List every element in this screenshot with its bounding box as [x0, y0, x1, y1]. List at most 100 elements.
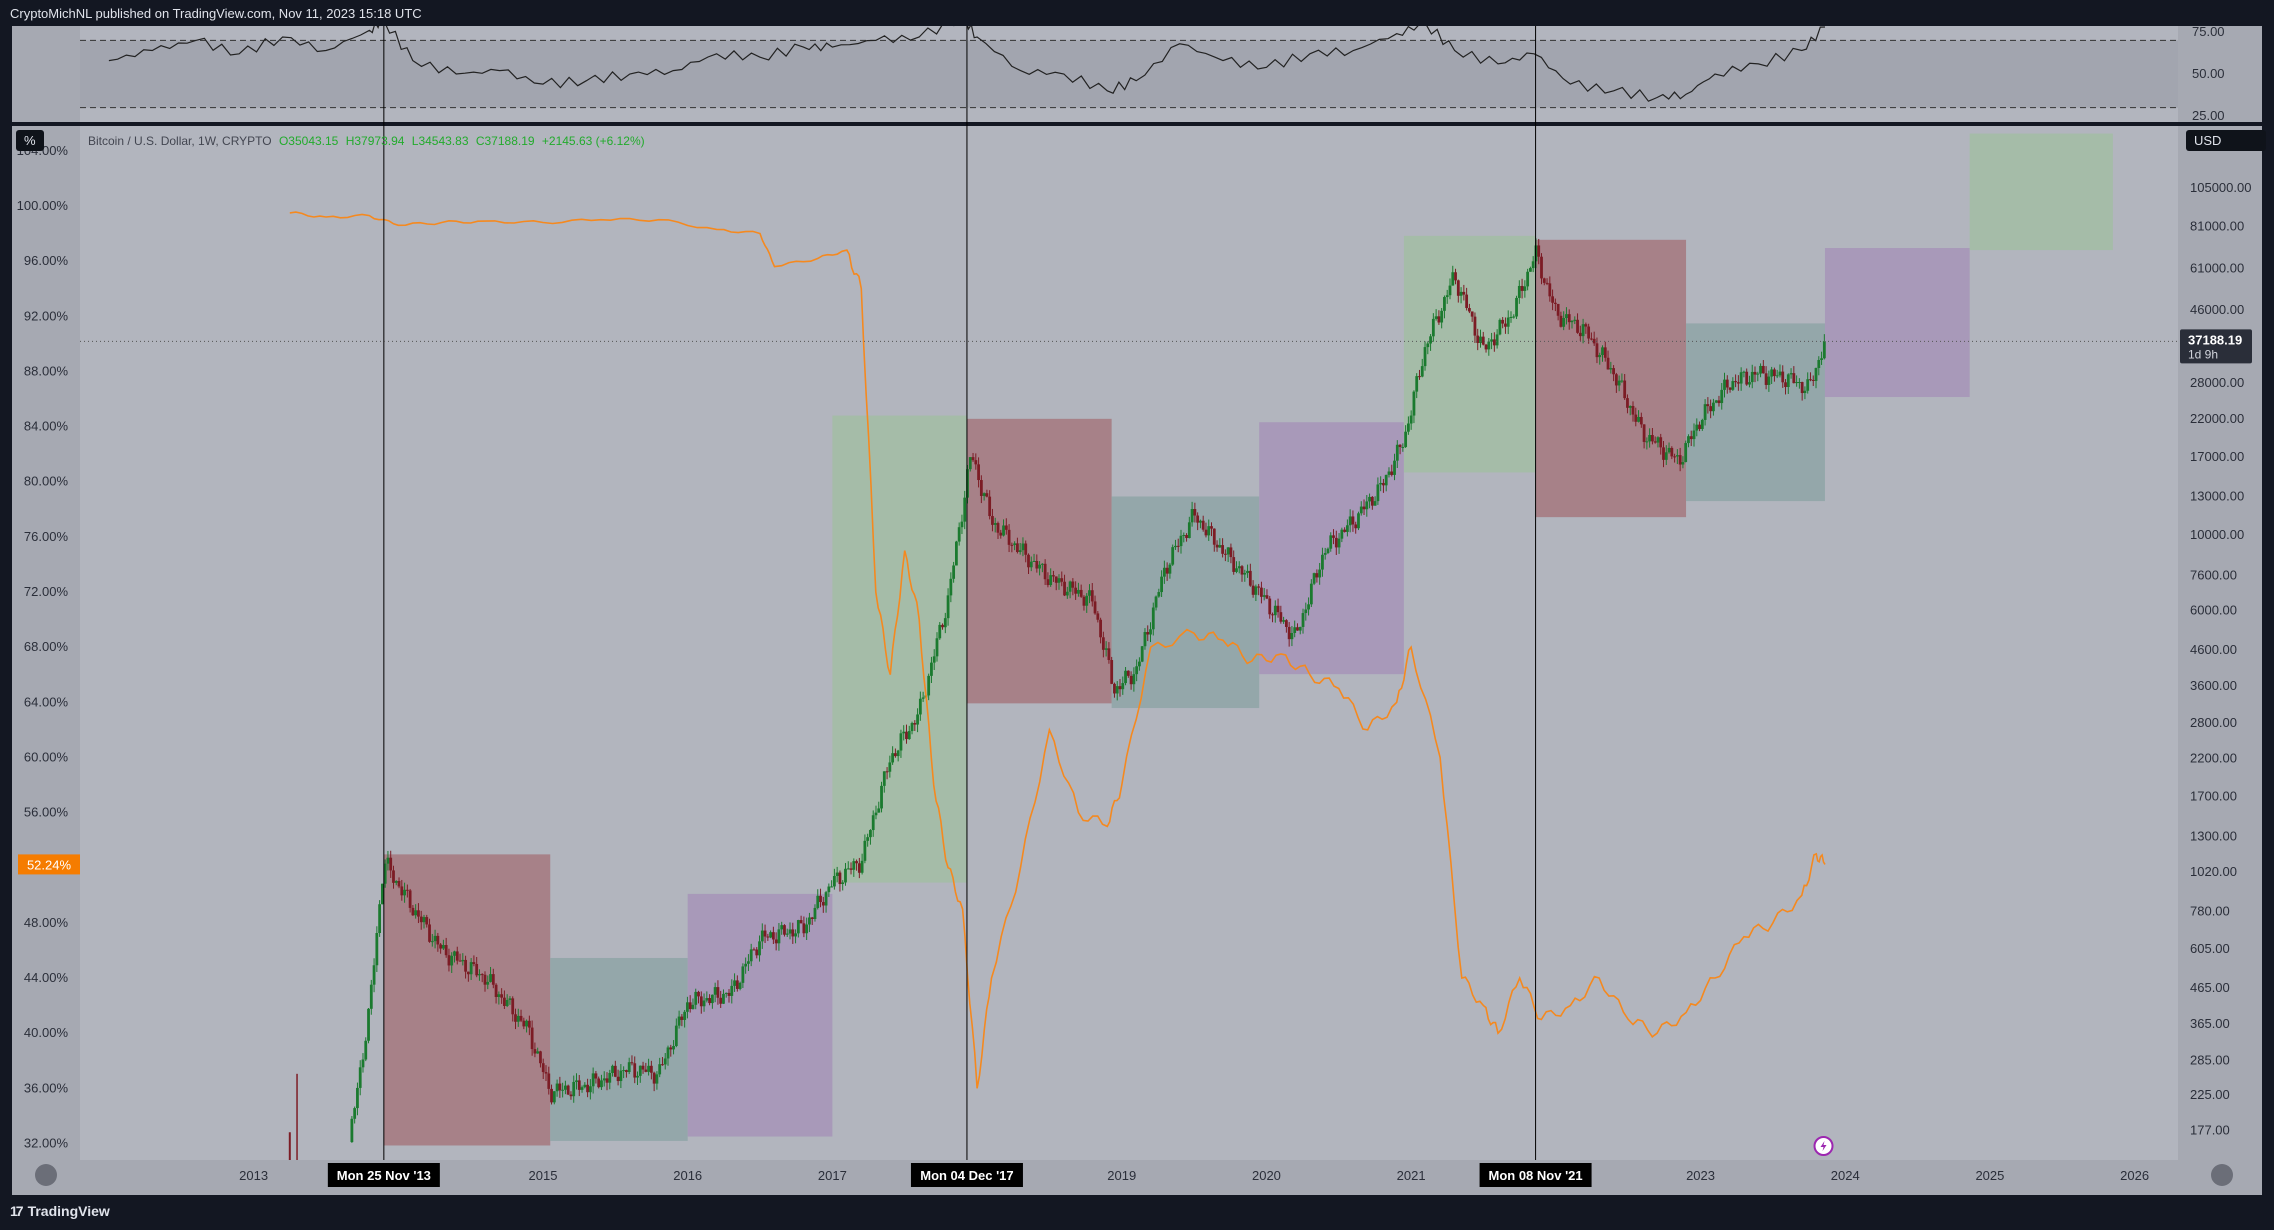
price-candle [1745, 371, 1749, 385]
price-candle [1537, 245, 1541, 257]
price-candle [1617, 380, 1621, 386]
price-candle [1235, 568, 1238, 572]
price-candle [644, 1069, 648, 1072]
price-candle [1698, 424, 1701, 429]
price-candle [541, 1063, 545, 1073]
price-candle [1653, 441, 1657, 443]
price-candle [1426, 343, 1430, 348]
price-candle [1712, 402, 1715, 412]
price-candle [1321, 554, 1324, 570]
left-unit-button[interactable]: % [16, 130, 44, 151]
price-candle [1431, 318, 1435, 337]
price-tick-label: 7600.00 [2190, 568, 2237, 583]
price-candle [1700, 419, 1704, 429]
price-candle [616, 1076, 620, 1082]
price-candle [1387, 471, 1391, 475]
price-candle [494, 984, 498, 997]
price-candle [683, 1011, 687, 1020]
price-candle [1687, 436, 1690, 444]
percent-tick-label: 100.00% [17, 198, 69, 213]
price-candle [353, 1108, 357, 1119]
price-candle [1590, 338, 1593, 340]
price-candle [1637, 416, 1640, 422]
price-candle [794, 933, 797, 937]
year-tick-label: 2023 [1686, 1168, 1715, 1183]
price-candle [1476, 335, 1480, 343]
price-candle [1440, 310, 1444, 323]
price-candle [383, 863, 387, 884]
price-candle [1576, 319, 1579, 333]
price-candle [1246, 570, 1249, 573]
price-candle [1046, 579, 1050, 586]
price-candle [1060, 578, 1064, 582]
price-candle [1243, 572, 1247, 575]
price-candle [1176, 545, 1180, 547]
price-candle [1071, 581, 1075, 588]
price-candle [1651, 435, 1654, 442]
price-tick-label: 10000.00 [2190, 527, 2244, 542]
price-candle [899, 733, 903, 751]
price-candle [930, 662, 933, 676]
scroll-right-icon[interactable] [2211, 1164, 2233, 1186]
tradingview-logo[interactable]: 17 TradingView [10, 1203, 110, 1219]
price-candle [705, 998, 709, 1001]
price-candle [433, 935, 437, 942]
price-candle [1348, 516, 1352, 526]
price-tick-label: 22000.00 [2190, 411, 2244, 426]
year-tick-label: 2015 [529, 1168, 558, 1183]
price-candle [796, 920, 800, 934]
price-tick-label: 17000.00 [2190, 449, 2244, 464]
chart-canvas[interactable]: 75.00 50.00 25.00 Mon 25 Nov '13 Mon 04 Dec … [0, 26, 2274, 1196]
price-candle [985, 493, 989, 497]
scroll-left-icon[interactable] [35, 1164, 57, 1186]
price-candle [1398, 444, 1402, 448]
price-candle [1301, 613, 1305, 627]
price-candle [439, 944, 443, 949]
price-candle [1456, 280, 1460, 296]
price-candle [697, 991, 700, 997]
price-candle [550, 1088, 553, 1103]
price-candle [741, 966, 745, 983]
price-candle [1531, 261, 1535, 269]
price-candle [1043, 563, 1047, 580]
price-candle [1049, 575, 1053, 586]
price-candle [1162, 567, 1166, 577]
price-candle [594, 1073, 598, 1079]
price-candle [1082, 596, 1086, 606]
price-candle [774, 939, 778, 944]
price-candle [1628, 405, 1632, 408]
price-candle [938, 624, 942, 639]
price-candle [702, 1000, 706, 1007]
price-candle [1088, 590, 1091, 596]
price-candle [1345, 525, 1349, 532]
price-candle [1784, 382, 1787, 388]
price-candle [588, 1086, 592, 1093]
price-candle [372, 965, 376, 985]
percent-tick-label: 84.00% [24, 419, 69, 434]
price-candle [1190, 509, 1194, 523]
price-candle [1260, 587, 1263, 597]
price-candle [694, 991, 698, 1005]
price-candle [1412, 391, 1416, 416]
price-candle [1451, 272, 1455, 286]
price-candle [1395, 444, 1399, 461]
price-candle [547, 1073, 551, 1089]
price-candle [605, 1078, 609, 1083]
price-candle [1695, 424, 1699, 431]
price-candle [1673, 456, 1676, 458]
right-unit-button[interactable]: USD [2186, 130, 2266, 151]
price-candle [910, 723, 914, 732]
price-candle [1382, 482, 1385, 486]
brand-label: TradingView [27, 1203, 110, 1219]
price-candle [1551, 296, 1554, 303]
price-candle [1742, 371, 1746, 373]
price-candle [358, 1067, 362, 1088]
price-candle [1725, 379, 1729, 388]
price-candle [1689, 436, 1693, 440]
price-candle [1204, 529, 1208, 536]
price-candle [1121, 683, 1125, 690]
price-tick-label: 465.00 [2190, 980, 2230, 995]
price-candle [428, 924, 431, 942]
price-candle [1492, 339, 1496, 346]
price-candle [580, 1087, 584, 1090]
